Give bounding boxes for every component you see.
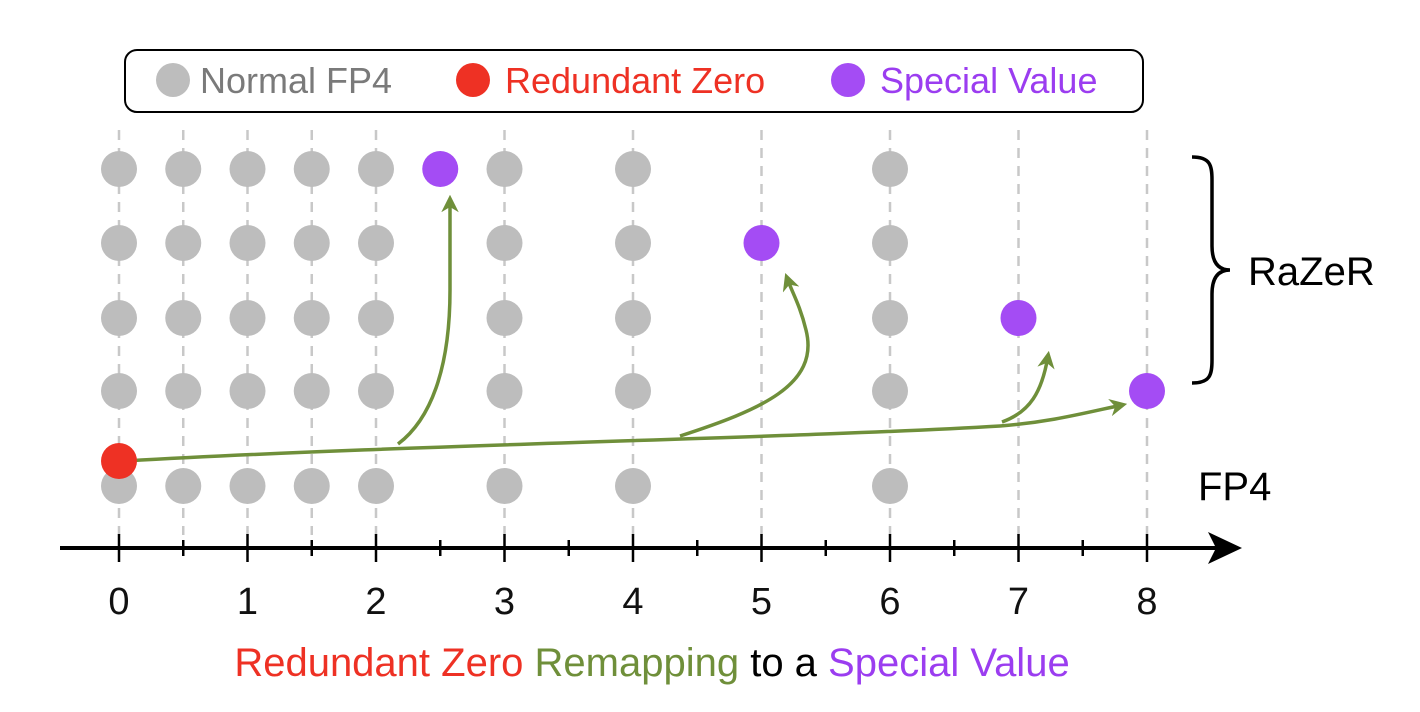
normal-fp4-dot — [165, 373, 202, 409]
normal-fp4-dot — [615, 468, 651, 504]
caption-remapping: Remapping — [523, 641, 739, 685]
legend-box — [124, 49, 1144, 113]
tick-label: 2 — [365, 581, 386, 623]
normal-fp4-dot — [358, 468, 394, 504]
tick-label: 6 — [879, 581, 900, 623]
normal-fp4-dot — [293, 468, 330, 504]
special-value-dot — [743, 225, 780, 261]
normal-fp4-dot — [293, 225, 330, 261]
special-value-dot — [422, 151, 459, 187]
normal-fp4-dot — [872, 300, 908, 336]
axis-ticks — [117, 534, 1149, 562]
normal-fp4-dot — [486, 151, 523, 187]
normal-fp4-dot — [101, 300, 137, 336]
special-value-dot — [1129, 373, 1165, 409]
normal-fp4-dot — [293, 300, 330, 336]
normal-fp4-dot — [101, 151, 137, 187]
normal-fp4-dot — [229, 468, 266, 504]
normal-fp4-dot — [486, 225, 523, 261]
legend-normal-swatch — [156, 63, 190, 97]
legend: Normal FP4 Redundant Zero Special Value — [124, 49, 1144, 113]
remap-arrows — [124, 194, 1128, 463]
normal-fp4-dot — [165, 300, 202, 336]
normal-fp4-dot — [872, 225, 908, 261]
normal-fp4-dot — [358, 373, 394, 409]
normal-fp4-dot — [615, 225, 651, 261]
remap-arrow-2 — [396, 194, 459, 446]
normal-fp4-dot — [101, 225, 137, 261]
tick-label: 0 — [108, 581, 129, 623]
normal-fp4-dot — [872, 151, 908, 187]
legend-redundant-zero-swatch — [456, 63, 490, 97]
normal-fp4-dot — [101, 373, 137, 409]
remap-arrow-1 — [124, 399, 1128, 463]
normal-fp4-dot — [358, 151, 394, 187]
normal-fp4-dot — [165, 151, 202, 187]
number-axis: 0 1 2 3 4 5 6 7 8 — [60, 532, 1242, 623]
normal-fp4-dot — [229, 373, 266, 409]
normal-fp4-dot — [486, 468, 523, 504]
tick-label: 7 — [1008, 581, 1029, 623]
normal-fp4-dot — [615, 300, 651, 336]
caption-redundant-zero: Redundant Zero — [234, 641, 523, 685]
legend-special-value-swatch — [831, 63, 865, 97]
normal-fp4-dot — [229, 151, 266, 187]
normal-fp4-dot — [229, 300, 266, 336]
normal-fp4-dot — [293, 373, 330, 409]
axis-arrowhead — [1208, 532, 1242, 564]
normal-fp4-dot — [293, 151, 330, 187]
normal-fp4-dot — [486, 373, 523, 409]
tick-label: 1 — [237, 581, 258, 623]
remap-arrow-3 — [679, 273, 810, 438]
axis-tick-labels: 0 1 2 3 4 5 6 7 8 — [108, 581, 1157, 623]
razer-label: RaZeR — [1248, 250, 1375, 294]
caption: Redundant Zero Remapping to a Special Va… — [234, 641, 1069, 685]
normal-fp4-dot — [615, 373, 651, 409]
remap-arrow-4 — [1001, 350, 1055, 424]
fp4-label: FP4 — [1198, 465, 1271, 509]
normal-fp4-dot — [358, 225, 394, 261]
tick-label: 5 — [751, 581, 772, 623]
caption-to-a: to a — [739, 641, 828, 685]
normal-fp4-dot — [872, 373, 908, 409]
normal-fp4-dot — [229, 225, 266, 261]
redundant-zero-dot — [101, 443, 137, 479]
legend-redundant-zero-label: Redundant Zero — [505, 60, 765, 101]
normal-fp4-dot — [101, 468, 137, 504]
normal-fp4-dot — [872, 468, 908, 504]
normal-fp4-dot — [615, 151, 651, 187]
caption-special-value: Special Value — [828, 641, 1070, 685]
normal-fp4-dot — [165, 225, 202, 261]
normal-fp4-dot — [358, 300, 394, 336]
value-dots — [101, 151, 1165, 504]
tick-label: 3 — [494, 581, 515, 623]
legend-special-value-label: Special Value — [880, 60, 1097, 101]
normal-fp4-dot — [486, 300, 523, 336]
tick-label: 4 — [622, 581, 643, 623]
tick-label: 8 — [1136, 581, 1157, 623]
special-value-dot — [1000, 300, 1037, 336]
razer-brace — [1191, 155, 1231, 385]
normal-fp4-dot — [165, 468, 202, 504]
legend-normal-label: Normal FP4 — [200, 60, 392, 101]
